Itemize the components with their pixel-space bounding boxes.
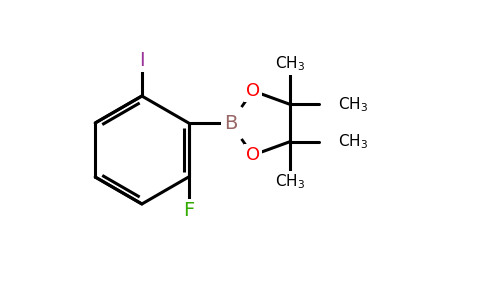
- Text: I: I: [139, 51, 145, 70]
- Text: B: B: [224, 113, 237, 133]
- Text: F: F: [183, 201, 194, 220]
- Text: CH$_3$: CH$_3$: [275, 55, 305, 74]
- Text: CH$_3$: CH$_3$: [338, 132, 368, 151]
- Text: O: O: [246, 146, 260, 164]
- Text: CH$_3$: CH$_3$: [275, 172, 305, 191]
- Text: CH$_3$: CH$_3$: [338, 95, 368, 114]
- Text: O: O: [246, 82, 260, 100]
